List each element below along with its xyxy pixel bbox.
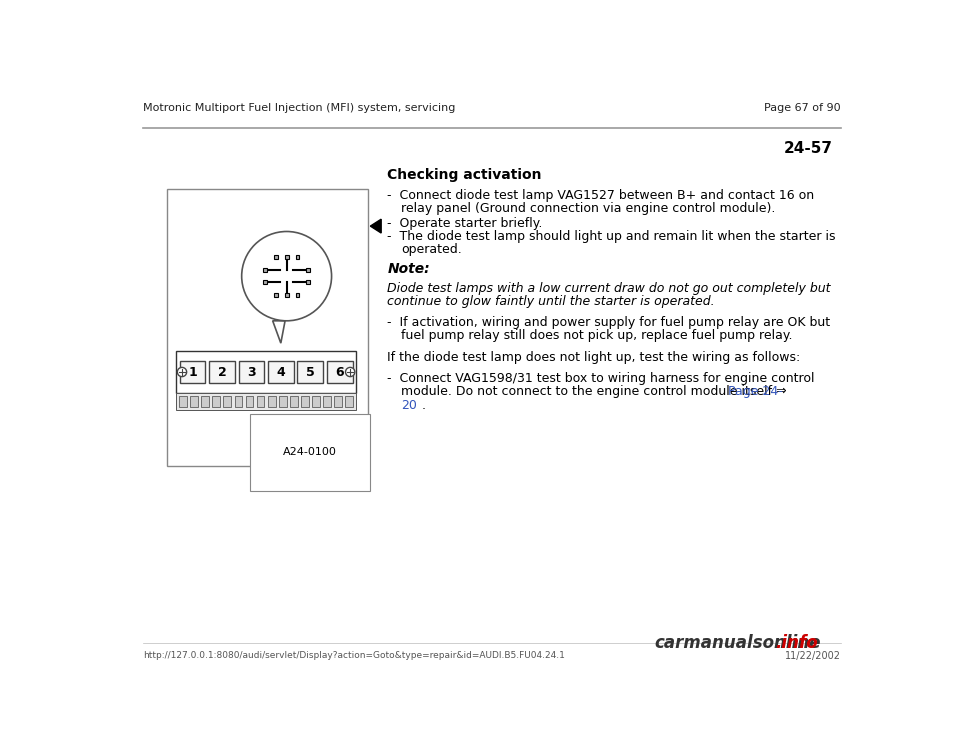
FancyBboxPatch shape [346, 396, 353, 407]
Text: http://127.0.0.1:8080/audi/servlet/Display?action=Goto&type=repair&id=AUDI.B5.FU: http://127.0.0.1:8080/audi/servlet/Displ… [143, 651, 565, 660]
Circle shape [178, 367, 186, 377]
FancyBboxPatch shape [212, 396, 220, 407]
FancyBboxPatch shape [263, 268, 267, 272]
FancyBboxPatch shape [285, 294, 289, 298]
Polygon shape [273, 321, 285, 343]
Polygon shape [371, 219, 381, 233]
Text: 4: 4 [276, 366, 285, 378]
Text: -  If activation, wiring and power supply for fuel pump relay are OK but: - If activation, wiring and power supply… [388, 316, 830, 329]
FancyBboxPatch shape [176, 351, 356, 393]
Text: 3: 3 [247, 366, 255, 378]
FancyBboxPatch shape [290, 396, 298, 407]
FancyBboxPatch shape [285, 255, 289, 259]
FancyBboxPatch shape [324, 396, 331, 407]
FancyBboxPatch shape [234, 396, 242, 407]
Text: .info: .info [775, 634, 818, 652]
FancyBboxPatch shape [298, 361, 324, 383]
FancyBboxPatch shape [209, 361, 234, 383]
Text: Note:: Note: [388, 262, 430, 276]
FancyBboxPatch shape [278, 396, 287, 407]
Text: Checking activation: Checking activation [388, 168, 541, 183]
Text: fuel pump relay still does not pick up, replace fuel pump relay.: fuel pump relay still does not pick up, … [401, 329, 793, 342]
Text: continue to glow faintly until the starter is operated.: continue to glow faintly until the start… [388, 295, 715, 308]
FancyBboxPatch shape [274, 294, 277, 298]
Text: Diode test lamps with a low current draw do not go out completely but: Diode test lamps with a low current draw… [388, 281, 830, 295]
Text: Page 24-: Page 24- [729, 386, 783, 398]
FancyBboxPatch shape [296, 255, 300, 259]
Text: relay panel (Ground connection via engine control module).: relay panel (Ground connection via engin… [401, 203, 776, 215]
Text: 5: 5 [306, 366, 315, 378]
FancyBboxPatch shape [306, 268, 310, 272]
Text: 11/22/2002: 11/22/2002 [784, 651, 841, 661]
FancyBboxPatch shape [176, 393, 356, 410]
FancyBboxPatch shape [224, 396, 231, 407]
FancyBboxPatch shape [256, 396, 264, 407]
FancyBboxPatch shape [274, 255, 277, 259]
Text: Motronic Multiport Fuel Injection (MFI) system, servicing: Motronic Multiport Fuel Injection (MFI) … [143, 103, 456, 113]
FancyBboxPatch shape [263, 280, 267, 284]
Text: operated.: operated. [401, 243, 462, 256]
FancyBboxPatch shape [239, 361, 264, 383]
Text: 20: 20 [401, 398, 418, 412]
FancyBboxPatch shape [268, 396, 276, 407]
FancyBboxPatch shape [190, 396, 198, 407]
FancyBboxPatch shape [301, 396, 309, 407]
Text: module. Do not connect to the engine control module itself ⇒: module. Do not connect to the engine con… [401, 386, 791, 398]
FancyBboxPatch shape [306, 280, 310, 284]
Text: 6: 6 [335, 366, 344, 378]
Text: -  The diode test lamp should light up and remain lit when the starter is: - The diode test lamp should light up an… [388, 230, 836, 243]
Text: A24-0100: A24-0100 [283, 447, 337, 458]
FancyBboxPatch shape [327, 361, 352, 383]
Text: 2: 2 [218, 366, 227, 378]
Text: 24-57: 24-57 [784, 142, 833, 157]
FancyBboxPatch shape [246, 396, 253, 407]
Text: -  Connect VAG1598/31 test box to wiring harness for engine control: - Connect VAG1598/31 test box to wiring … [388, 372, 815, 385]
FancyBboxPatch shape [180, 396, 187, 407]
Circle shape [242, 232, 331, 321]
FancyBboxPatch shape [312, 396, 320, 407]
Text: .: . [419, 398, 426, 412]
Text: 1: 1 [188, 366, 197, 378]
FancyBboxPatch shape [268, 361, 294, 383]
FancyBboxPatch shape [334, 396, 342, 407]
FancyBboxPatch shape [296, 294, 300, 298]
Text: -  Operate starter briefly.: - Operate starter briefly. [388, 217, 542, 230]
Text: -  Connect diode test lamp VAG1527 between B+ and contact 16 on: - Connect diode test lamp VAG1527 betwee… [388, 189, 814, 202]
Circle shape [346, 367, 355, 377]
FancyBboxPatch shape [166, 189, 368, 466]
Text: carmanualsonline: carmanualsonline [655, 634, 821, 652]
Text: Page 67 of 90: Page 67 of 90 [764, 103, 841, 113]
FancyBboxPatch shape [202, 396, 209, 407]
Text: If the diode test lamp does not light up, test the wiring as follows:: If the diode test lamp does not light up… [388, 351, 801, 364]
FancyBboxPatch shape [180, 361, 205, 383]
